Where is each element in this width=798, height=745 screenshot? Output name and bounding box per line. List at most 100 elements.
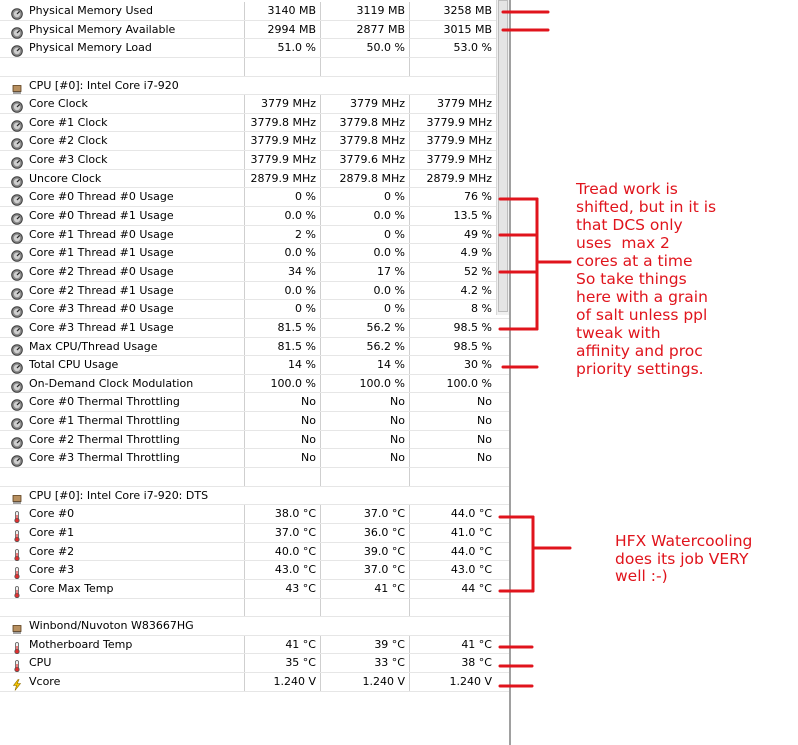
sensor-row[interactable]: Physical Memory Load 51.0 % 50.0 % 53.0 % <box>0 39 510 58</box>
sensor-row[interactable]: Core #3 Thermal Throttling No No No <box>0 449 510 469</box>
column-divider <box>320 39 321 57</box>
sensor-label: Physical Memory Available <box>29 22 176 36</box>
column-divider <box>320 188 321 207</box>
column-divider <box>409 225 410 244</box>
max-value: 30 % <box>464 358 492 372</box>
min-value: 41 °C <box>374 581 405 595</box>
sensor-row[interactable]: Core #2 Clock 3779.9 MHz 3779.8 MHz 3779.9 … <box>0 132 510 152</box>
sensor-row[interactable]: Core #1 Clock 3779.8 MHz 3779.8 MHz 3779.9 … <box>0 113 510 133</box>
sensor-row[interactable]: Core #1 Thread #0 Usage 2 % 0 % 49 % <box>0 225 510 245</box>
sensor-group-header[interactable]: CPU [#0]: Intel Core i7-920: DTS <box>0 487 510 506</box>
min-value: No <box>390 414 405 428</box>
min-value: 0 % <box>384 227 405 241</box>
column-divider <box>244 244 245 262</box>
column-divider <box>409 188 410 207</box>
column-divider <box>409 430 410 449</box>
current-value: 3779 MHz <box>260 97 316 111</box>
sensor-row[interactable]: Core #0 Thread #0 Usage 0 % 0 % 76 % <box>0 188 510 208</box>
column-divider <box>409 579 410 598</box>
min-value: 1.240 V <box>362 675 405 689</box>
sensor-label: Core #1 <box>29 525 75 539</box>
sensor-row[interactable]: Core #3 43.0 °C 37.0 °C 43.0 °C <box>0 561 510 580</box>
column-divider <box>244 561 245 579</box>
voltage-icon <box>11 676 23 691</box>
min-value: No <box>390 395 405 409</box>
column-divider <box>320 430 321 449</box>
sensor-row[interactable]: Core #1 Thread #1 Usage 0.0 % 0.0 % 4.9 % <box>0 244 510 263</box>
sensor-label: Core #2 Thread #0 Usage <box>29 264 174 278</box>
sensor-row[interactable]: Core #3 Thread #0 Usage 0 % 0 % 8 % <box>0 300 510 319</box>
current-value: 100.0 % <box>270 376 316 390</box>
column-divider <box>320 2 321 20</box>
sensor-row[interactable]: Core #0 38.0 °C 37.0 °C 44.0 °C <box>0 505 510 524</box>
sensor-label: Core #0 Thread #1 Usage <box>29 209 174 223</box>
min-value: 0.0 % <box>373 209 405 223</box>
column-divider <box>244 635 245 654</box>
min-value: 33 °C <box>374 656 405 670</box>
current-value: 35 °C <box>285 656 316 670</box>
column-divider <box>320 169 321 188</box>
sensor-row[interactable]: Core #1 Thermal Throttling No No No <box>0 412 510 431</box>
sensor-row[interactable]: Core #3 Clock 3779.9 MHz 3779.6 MHz 3779.9 … <box>0 151 510 170</box>
column-divider <box>409 505 410 523</box>
column-divider <box>244 318 245 337</box>
column-divider <box>244 151 245 169</box>
column-divider <box>244 188 245 207</box>
current-value: 0.0 % <box>284 209 316 223</box>
sensor-row[interactable]: Core #0 Thread #1 Usage 0.0 % 0.0 % 13.5 % <box>0 207 510 226</box>
sensor-label: Core #1 Thread #1 Usage <box>29 246 174 260</box>
sensor-row[interactable]: Vcore 1.240 V 1.240 V 1.240 V <box>0 673 510 692</box>
max-value: 13.5 % <box>453 209 492 223</box>
column-divider <box>244 337 245 356</box>
column-divider <box>244 654 245 673</box>
min-value: 3119 MB <box>356 4 405 17</box>
sensor-group-header[interactable]: Winbond/Nuvoton W83667HG <box>0 617 510 636</box>
sensor-label: Core #0 <box>29 507 75 521</box>
gauge-icon <box>11 285 23 300</box>
column-divider <box>244 468 245 486</box>
sensor-row[interactable]: Physical Memory Available 2994 MB 2877 MB 3… <box>0 20 510 40</box>
column-divider <box>244 542 245 561</box>
column-divider <box>320 356 321 374</box>
sensor-row[interactable]: Core #0 Thermal Throttling No No No <box>0 393 510 413</box>
gauge-icon <box>11 322 23 337</box>
sensor-row[interactable]: Core #1 37.0 °C 36.0 °C 41.0 °C <box>0 523 510 543</box>
sensor-row[interactable]: Core #2 Thermal Throttling No No No <box>0 430 510 450</box>
sensor-row[interactable]: Core #2 Thread #1 Usage 0.0 % 0.0 % 4.2 % <box>0 281 510 301</box>
sensor-row[interactable]: Core #2 40.0 °C 39.0 °C 44.0 °C <box>0 542 510 562</box>
column-divider <box>409 654 410 673</box>
min-value: 0 % <box>384 190 405 204</box>
sensor-row[interactable]: On-Demand Clock Modulation 100.0 % 100.0 %… <box>0 374 510 394</box>
sensor-row[interactable]: Uncore Clock 2879.9 MHz 2879.8 MHz 2879.9 M… <box>0 169 510 189</box>
thermometer-icon <box>11 639 23 654</box>
sensor-row[interactable]: Max CPU/Thread Usage 81.5 % 56.2 % 98.5 % <box>0 337 510 357</box>
column-divider <box>244 95 245 113</box>
column-divider <box>244 374 245 393</box>
current-value: 3779.8 MHz <box>250 115 316 129</box>
gauge-icon <box>11 229 23 244</box>
sensor-label: CPU [#0]: Intel Core i7-920: DTS <box>29 488 209 502</box>
sensor-row[interactable]: Motherboard Temp 41 °C 39 °C 41 °C <box>0 635 510 655</box>
column-divider <box>244 430 245 449</box>
column-divider <box>244 39 245 57</box>
sensor-row[interactable]: Core #3 Thread #1 Usage 81.5 % 56.2 % 98.5 … <box>0 318 510 338</box>
column-divider <box>244 132 245 151</box>
max-value: 3258 MB <box>443 4 492 17</box>
sensor-group-header[interactable]: CPU [#0]: Intel Core i7-920 <box>0 77 510 96</box>
max-value: 52 % <box>464 264 492 278</box>
sensor-row[interactable]: Physical Memory Used 3140 MB 3119 MB 3258 M… <box>0 2 510 21</box>
sensor-row[interactable]: Total CPU Usage 14 % 14 % 30 % <box>0 356 510 375</box>
column-divider <box>409 39 410 57</box>
sensor-row[interactable]: Core Max Temp 43 °C 41 °C 44 °C <box>0 579 510 599</box>
min-value: 3779.8 MHz <box>339 115 405 129</box>
column-divider <box>409 244 410 262</box>
sensor-row[interactable]: CPU 35 °C 33 °C 38 °C <box>0 654 510 674</box>
gauge-icon <box>11 303 23 319</box>
scrollbar-thumb[interactable] <box>498 0 508 312</box>
sensor-row[interactable]: Core #2 Thread #0 Usage 34 % 17 % 52 % <box>0 262 510 282</box>
sensor-row[interactable]: Core Clock 3779 MHz 3779 MHz 3779 MHz <box>0 95 510 114</box>
spacer-row <box>0 468 510 487</box>
column-divider <box>244 412 245 430</box>
gauge-icon <box>11 415 23 430</box>
column-divider <box>409 337 410 356</box>
